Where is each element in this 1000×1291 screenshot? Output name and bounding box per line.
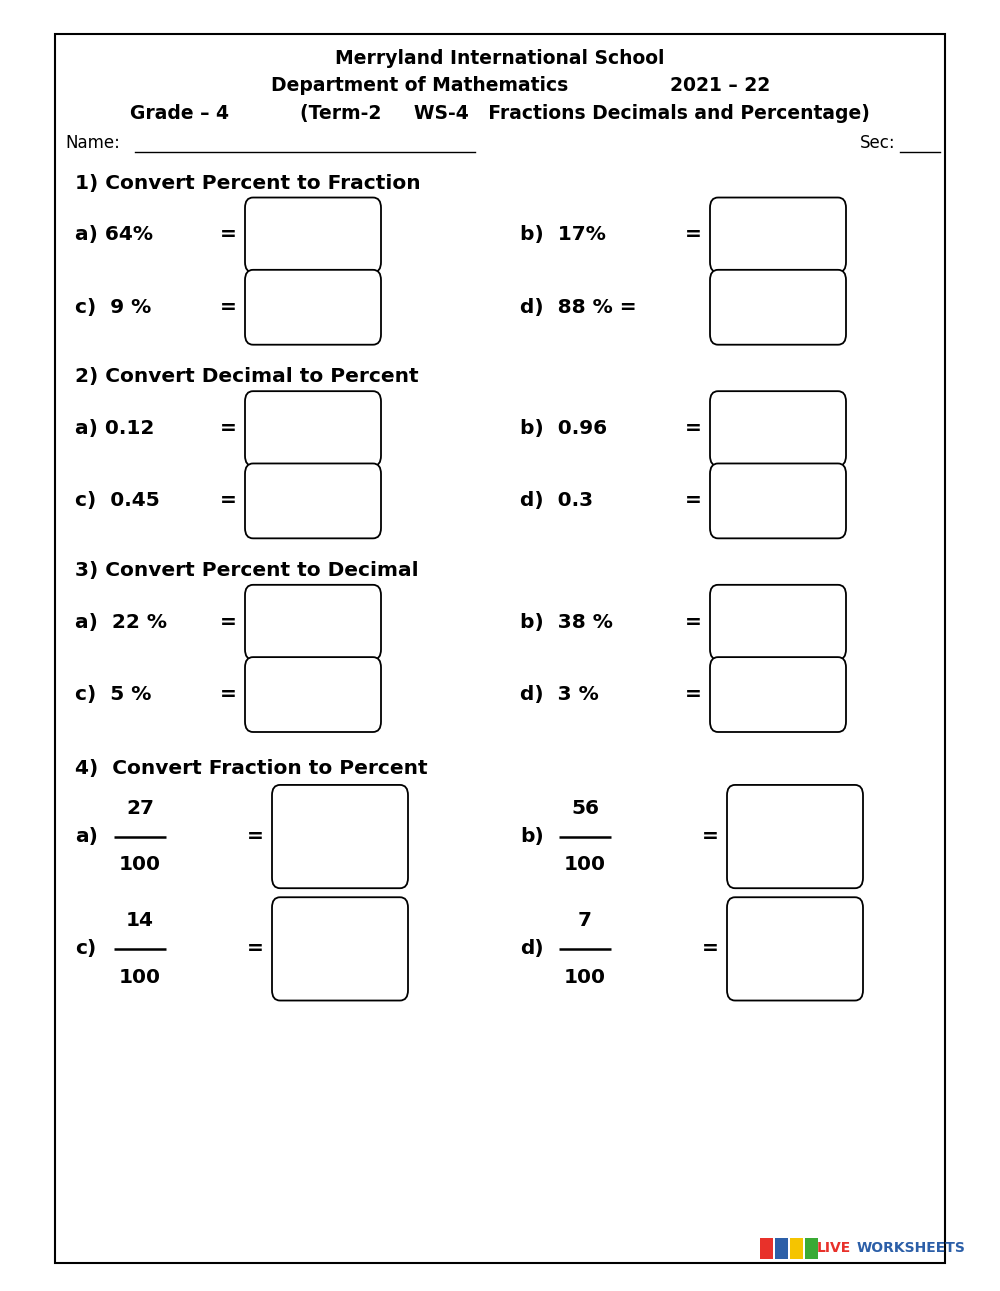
Text: d): d): [520, 940, 544, 958]
FancyBboxPatch shape: [710, 657, 846, 732]
Bar: [790, 1238, 803, 1259]
FancyBboxPatch shape: [710, 463, 846, 538]
Bar: [775, 1238, 788, 1259]
Text: Merryland International School: Merryland International School: [335, 49, 665, 67]
FancyBboxPatch shape: [272, 785, 408, 888]
Text: Department of Mathematics: Department of Mathematics: [271, 76, 569, 94]
Text: =: =: [702, 940, 718, 958]
Text: 2) Convert Decimal to Percent: 2) Convert Decimal to Percent: [75, 368, 419, 386]
Text: 56: 56: [571, 799, 599, 817]
Text: c)  0.45: c) 0.45: [75, 492, 160, 510]
Text: =: =: [220, 613, 236, 631]
Text: c)  9 %: c) 9 %: [75, 298, 151, 316]
Text: =: =: [685, 613, 701, 631]
Text: a)  22 %: a) 22 %: [75, 613, 167, 631]
Text: LIVE: LIVE: [817, 1242, 851, 1255]
Text: =: =: [220, 420, 236, 438]
Text: c)  5 %: c) 5 %: [75, 686, 151, 704]
Text: 100: 100: [119, 856, 161, 874]
FancyBboxPatch shape: [272, 897, 408, 1001]
Text: (Term-2     WS-4   Fractions Decimals and Percentage): (Term-2 WS-4 Fractions Decimals and Perc…: [300, 105, 870, 123]
FancyBboxPatch shape: [245, 391, 381, 466]
FancyBboxPatch shape: [710, 585, 846, 660]
Text: 3) Convert Percent to Decimal: 3) Convert Percent to Decimal: [75, 562, 419, 580]
Text: b): b): [520, 828, 544, 846]
Text: d)  88 % =: d) 88 % =: [520, 298, 637, 316]
Text: =: =: [247, 940, 263, 958]
Text: 14: 14: [126, 911, 154, 930]
FancyBboxPatch shape: [245, 463, 381, 538]
Text: 1) Convert Percent to Fraction: 1) Convert Percent to Fraction: [75, 174, 421, 192]
Text: =: =: [220, 492, 236, 510]
Text: d)  3 %: d) 3 %: [520, 686, 599, 704]
Text: a): a): [75, 828, 98, 846]
Text: Grade – 4: Grade – 4: [130, 105, 229, 123]
Text: d)  0.3: d) 0.3: [520, 492, 593, 510]
Text: =: =: [685, 226, 701, 244]
Text: c): c): [75, 940, 96, 958]
Text: =: =: [220, 686, 236, 704]
Text: a) 64%: a) 64%: [75, 226, 153, 244]
Text: =: =: [220, 298, 236, 316]
Text: Name:: Name:: [65, 134, 120, 152]
Text: b)  38 %: b) 38 %: [520, 613, 613, 631]
Text: 27: 27: [126, 799, 154, 817]
Text: =: =: [702, 828, 718, 846]
FancyBboxPatch shape: [245, 585, 381, 660]
Text: =: =: [247, 828, 263, 846]
FancyBboxPatch shape: [727, 897, 863, 1001]
Text: 4)  Convert Fraction to Percent: 4) Convert Fraction to Percent: [75, 759, 428, 777]
Text: 7: 7: [578, 911, 592, 930]
FancyBboxPatch shape: [710, 270, 846, 345]
FancyBboxPatch shape: [710, 391, 846, 466]
Text: =: =: [685, 686, 701, 704]
FancyBboxPatch shape: [727, 785, 863, 888]
Text: b)  0.96: b) 0.96: [520, 420, 607, 438]
Bar: [760, 1238, 773, 1259]
Text: WORKSHEETS: WORKSHEETS: [857, 1242, 966, 1255]
Text: Sec:: Sec:: [860, 134, 896, 152]
FancyBboxPatch shape: [245, 657, 381, 732]
Text: 100: 100: [564, 968, 606, 986]
Text: =: =: [220, 226, 236, 244]
Text: b)  17%: b) 17%: [520, 226, 606, 244]
Text: 100: 100: [564, 856, 606, 874]
Text: a) 0.12: a) 0.12: [75, 420, 154, 438]
Text: 2021 – 22: 2021 – 22: [670, 76, 770, 94]
FancyBboxPatch shape: [710, 198, 846, 272]
FancyBboxPatch shape: [245, 198, 381, 272]
Text: =: =: [685, 420, 701, 438]
Text: 100: 100: [119, 968, 161, 986]
FancyBboxPatch shape: [245, 270, 381, 345]
Text: =: =: [685, 492, 701, 510]
FancyBboxPatch shape: [55, 34, 945, 1263]
Bar: [805, 1238, 818, 1259]
